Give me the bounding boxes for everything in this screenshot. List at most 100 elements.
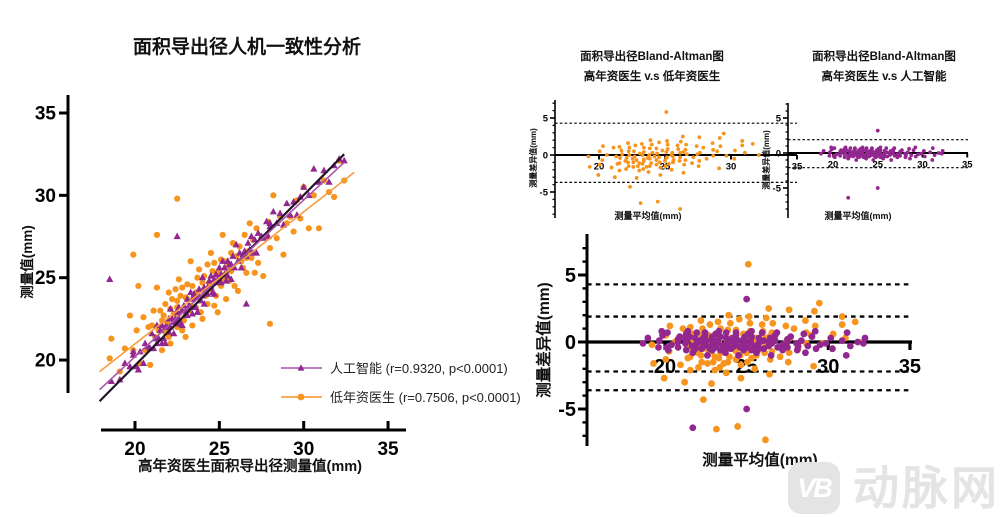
ba-point (690, 161, 694, 166)
ba-point (722, 369, 730, 377)
ba-point (804, 342, 812, 350)
ba-point (703, 337, 711, 345)
main-x-axis-label: 高年资医生面积导出径测量值(mm) (138, 457, 362, 475)
x-tick-label: 35 (899, 356, 921, 378)
ba-point (787, 333, 795, 341)
ba-point (782, 322, 790, 330)
ba-point (626, 160, 630, 165)
scatter-point-junior (126, 312, 134, 319)
scatter-point-junior (199, 315, 206, 322)
ba-point (697, 352, 705, 359)
ba-point (647, 156, 652, 161)
ba-point (652, 154, 657, 159)
scatter-point-ai (254, 229, 262, 236)
ba-point (706, 345, 714, 353)
scatter-point-ai (215, 263, 223, 271)
scatter-point-ai (229, 252, 237, 259)
ba-point (743, 295, 751, 303)
ba-point (784, 343, 791, 351)
scatter-point-ai (141, 339, 149, 347)
ba-point (743, 405, 751, 413)
scatter-point-ai (220, 263, 229, 271)
ba-point (904, 153, 908, 158)
ba-point (717, 166, 722, 171)
main-y-tick-label: 35 (35, 104, 57, 125)
ba-point (680, 134, 685, 139)
ba-point (619, 148, 624, 153)
junior-diff-points-group (586, 110, 761, 211)
ba-point (769, 319, 777, 327)
ba-point (620, 152, 624, 157)
main-y-axis-label: 测量值(mm) (19, 225, 35, 299)
scatter-point-junior (167, 340, 174, 347)
main-y-tick-label: 20 (35, 351, 56, 372)
ba-point (654, 146, 659, 151)
legend-label-ai: 人工智能 (r=0.9320, p<0.0001) (330, 361, 508, 376)
ba2-x-axis-label: 测量平均值(mm) (825, 210, 892, 221)
scatter-point-ai (198, 273, 207, 281)
ba-point (654, 162, 659, 167)
ba2-y-axis-label: 测量差异值(mm) (761, 130, 771, 190)
ba-point (677, 159, 682, 163)
ba-point (832, 146, 837, 151)
ba-point (846, 342, 854, 350)
ba-point (694, 144, 699, 149)
scatter-point-ai (106, 275, 114, 282)
scatter-point-junior (165, 289, 172, 296)
ba-point (878, 145, 883, 150)
scatter-point-ai (219, 257, 227, 264)
junior-fit-line (99, 171, 355, 373)
ba-combined-y-axis-label: 测量差异值(mm) (534, 282, 553, 397)
scatter-point-ai (193, 308, 202, 315)
main-x-tick-label: 25 (209, 439, 231, 460)
scatter-point-ai (242, 300, 250, 307)
ba-point (724, 153, 729, 158)
scatter-point-junior (290, 228, 297, 235)
ba-point (843, 145, 848, 150)
ba-point (697, 317, 705, 324)
ba-point (626, 141, 630, 146)
y-tick-label: 5 (543, 113, 549, 124)
ba-point (655, 337, 663, 345)
ba-point (634, 176, 639, 180)
ba-point (851, 318, 859, 326)
ba-point (646, 170, 651, 174)
ba-point (640, 161, 645, 166)
ba-point (689, 424, 697, 432)
ba2-title-line1: 面积导出径Bland-Altman图 (812, 49, 956, 63)
ba-point (655, 199, 660, 204)
ba-point (631, 164, 636, 169)
ba-point (650, 360, 657, 367)
ba-point (715, 149, 720, 154)
ba-point (724, 358, 732, 366)
ba1-y-axis-label: 测量差异值(mm) (528, 128, 538, 188)
ba-point (611, 145, 616, 150)
ba-point (638, 201, 643, 206)
ba1-x-axis-label: 测量平均值(mm) (615, 210, 682, 221)
scatter-point-junior (214, 309, 221, 316)
ba-point (628, 184, 632, 189)
ba-point (596, 173, 601, 177)
ba-point (744, 260, 752, 268)
ba-point (848, 146, 853, 151)
ba-point (637, 168, 642, 173)
ba-point (711, 353, 719, 361)
ba-point (684, 142, 689, 147)
ba-point (662, 356, 670, 363)
ba-point (748, 327, 755, 335)
scatter-point-ai (325, 178, 333, 185)
ba-senior-ai-chart: -5 0 5 20 25 30 35 (773, 103, 973, 218)
ba-point (644, 334, 652, 342)
watermark-brand-text: 动脉网 (853, 462, 1000, 514)
ba-point (678, 139, 683, 144)
main-x-tick-label: 35 (377, 439, 399, 460)
ba-point (650, 150, 655, 155)
scatter-point-ai (230, 263, 239, 271)
scatter-point-junior (231, 282, 238, 290)
ba-point (666, 322, 674, 330)
ba-point (586, 154, 591, 159)
ba-point (641, 150, 646, 154)
ai-diff-points-group (819, 128, 945, 200)
